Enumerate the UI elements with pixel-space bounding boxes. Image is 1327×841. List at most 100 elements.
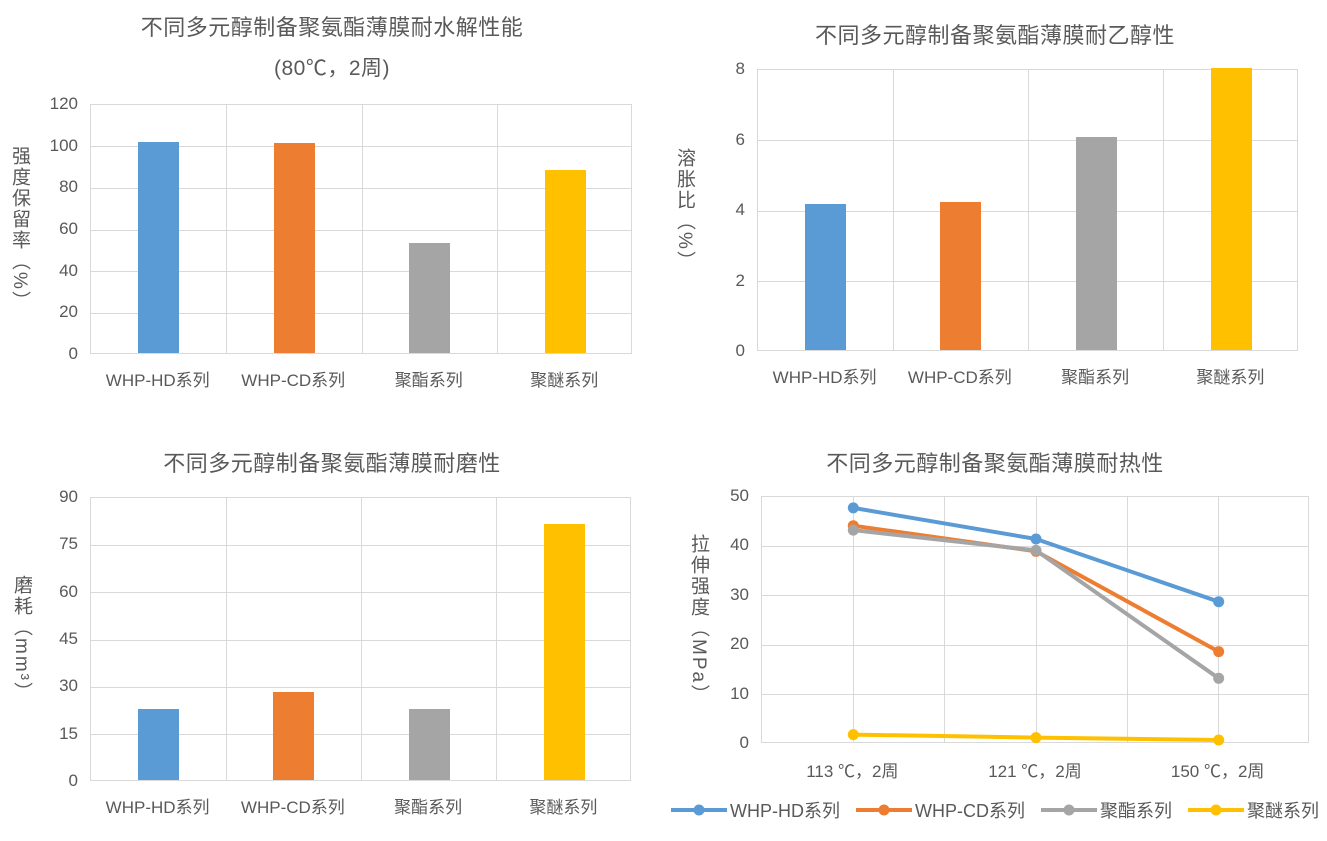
- gridline-horizontal: [762, 694, 1308, 696]
- gridline-horizontal: [91, 187, 631, 189]
- plot-area: [761, 496, 1309, 746]
- y-axis-tick-label: 0: [739, 733, 749, 752]
- legend-item-WHP-CD系列: WHP-CD系列: [856, 797, 1025, 823]
- gridline-vertical: [497, 105, 498, 353]
- y-axis-tick-label: 8: [735, 59, 745, 78]
- y-axis-tick-label: 6: [735, 129, 745, 149]
- bar-WHP-HD系列: [805, 203, 847, 350]
- gridline-horizontal: [91, 271, 631, 273]
- gridline-vertical: [892, 70, 894, 350]
- line-series-WHP-CD系列: [853, 523, 1220, 654]
- data-point-marker: [1213, 734, 1225, 746]
- x-axis-category-label: 150 ℃，2周: [1170, 762, 1265, 781]
- y-axis-tick-label: 50: [730, 486, 749, 505]
- bar-WHP-CD系列: [273, 142, 315, 353]
- y-axis-tick-label: 2: [735, 270, 745, 290]
- bar-WHP-HD系列: [138, 709, 180, 780]
- gridline-vertical: [496, 498, 498, 780]
- x-axis-category-label: 121 ℃，2周: [988, 762, 1082, 781]
- y-axis-tick-label: 4: [735, 200, 745, 219]
- gridline-vertical: [1028, 70, 1029, 350]
- y-axis-tick-label: 10: [730, 683, 749, 703]
- gridline-horizontal: [91, 146, 631, 148]
- data-point-marker: [1030, 544, 1042, 556]
- plot-area: [90, 104, 632, 354]
- bar-聚醚系列: [544, 169, 586, 353]
- x-axis-category-label: 聚醚系列: [530, 371, 599, 390]
- y-axis-tick-label: 0: [68, 344, 78, 363]
- y-axis-tick-label: 45: [59, 629, 78, 648]
- data-point-marker: [847, 502, 859, 514]
- legend-marker-icon: [1188, 804, 1244, 816]
- bar-聚醚系列: [543, 524, 585, 780]
- y-axis-title: 拉伸强度（MPa）: [688, 533, 709, 706]
- gridline-horizontal: [758, 140, 1297, 141]
- bar-WHP-CD系列: [940, 201, 982, 350]
- chart-title: 不同多元醇制备聚氨酯薄膜耐水解性能: [140, 15, 524, 40]
- gridline-horizontal: [758, 281, 1297, 282]
- y-axis-tick-label: 90: [59, 487, 78, 506]
- gridline-horizontal: [91, 686, 630, 688]
- x-axis-category-label: 113 ℃，2周: [806, 762, 899, 781]
- bar-聚酯系列: [1075, 136, 1117, 350]
- data-point-marker: [847, 729, 859, 741]
- y-axis-tick-label: 20: [59, 302, 78, 322]
- y-axis-tick-label: 60: [59, 219, 78, 238]
- y-axis-tick-label: 15: [59, 723, 78, 743]
- y-axis-tick-label: 60: [59, 581, 78, 601]
- chart-subtitle: (80℃，2周): [273, 57, 391, 80]
- x-axis-category-label: WHP-CD系列: [241, 371, 346, 390]
- x-axis-category-label: WHP-HD系列: [105, 798, 210, 817]
- bar-聚酯系列: [409, 242, 451, 353]
- data-point-marker: [1030, 533, 1042, 545]
- bar-WHP-HD系列: [138, 141, 180, 353]
- gridline-vertical: [852, 497, 854, 742]
- y-axis-tick-label: 0: [68, 771, 78, 790]
- y-axis-tick-label: 30: [59, 676, 78, 696]
- data-point-marker: [847, 524, 859, 536]
- data-point-marker: [1213, 596, 1225, 608]
- gridline-horizontal: [91, 544, 630, 546]
- gridline-vertical: [944, 497, 946, 742]
- plot-area: [90, 497, 631, 781]
- legend-label: 聚醚系列: [1247, 801, 1319, 821]
- gridline-vertical: [226, 105, 227, 353]
- y-axis-title: 磨耗（mm³）: [11, 575, 32, 703]
- x-axis-category-label: 聚酯系列: [394, 798, 463, 817]
- data-point-marker: [1213, 672, 1225, 684]
- chart-ethanol-resistance: 不同多元醇制备聚氨酯薄膜耐乙醇性 溶胀比（%） 0 2 4 6 8 WHP-HD系列 WHP…: [663, 0, 1327, 420]
- plot-area: [757, 68, 1298, 351]
- y-axis-title: 强度保留率（%）: [9, 146, 30, 312]
- legend-label: WHP-CD系列: [915, 801, 1025, 821]
- y-axis-tick-label: 120: [49, 94, 78, 113]
- line-plot: [847, 502, 1225, 746]
- gridline-horizontal: [91, 229, 631, 231]
- legend-label: 聚酯系列: [1100, 801, 1172, 821]
- x-axis-category-label: 聚酯系列: [1061, 368, 1130, 387]
- data-point-marker: [1030, 732, 1042, 744]
- x-axis-category-label: WHP-HD系列: [772, 368, 877, 387]
- chart-abrasion-resistance: 不同多元醇制备聚氨酯薄膜耐磨性 磨耗（mm³） 0 15 30 45 60 75 90 WHP…: [0, 420, 664, 840]
- legend-marker-icon: [856, 804, 912, 816]
- chart-title: 不同多元醇制备聚氨酯薄膜耐热性: [826, 451, 1164, 476]
- gridline-horizontal: [758, 210, 1297, 212]
- gridline-vertical: [1126, 497, 1128, 742]
- legend-marker-icon: [1041, 804, 1097, 816]
- gridline-horizontal: [762, 595, 1308, 597]
- legend-marker-icon: [671, 804, 727, 816]
- gridline-vertical: [225, 498, 227, 780]
- gridline-horizontal: [762, 644, 1308, 646]
- chart-hydrolysis-resistance: 不同多元醇制备聚氨酯薄膜耐水解性能 (80℃，2周) 强度保留率（%） 0 20 4…: [0, 0, 664, 420]
- y-axis-title: 溶胀比（%）: [674, 148, 695, 272]
- gridline-horizontal: [91, 734, 630, 736]
- bar-聚醚系列: [1210, 68, 1252, 350]
- gridline-vertical: [1035, 497, 1037, 742]
- y-axis-tick-label: 0: [735, 341, 745, 360]
- gridline-vertical: [1163, 70, 1165, 350]
- gridline-vertical: [1218, 497, 1220, 742]
- bar-WHP-CD系列: [273, 691, 315, 780]
- y-axis-tick-label: 40: [59, 260, 78, 280]
- chart-title: 不同多元醇制备聚氨酯薄膜耐乙醇性: [814, 23, 1175, 48]
- bar-聚酯系列: [408, 709, 450, 780]
